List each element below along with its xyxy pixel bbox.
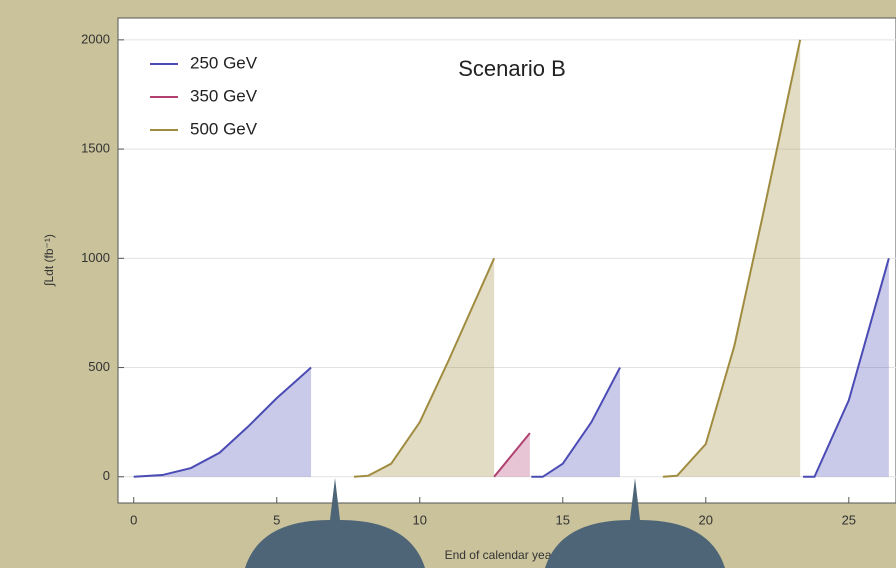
line — [353, 257, 496, 478]
line — [803, 258, 890, 478]
legend-label: 350 GeV — [190, 86, 258, 105]
line — [662, 39, 802, 478]
line — [493, 432, 531, 478]
y-tick-label: 1000 — [81, 250, 110, 265]
line — [133, 366, 312, 478]
legend-label: 500 GeV — [190, 119, 258, 138]
x-axis-label: End of calendar year — [445, 548, 556, 562]
y-tick-label: 1500 — [81, 141, 110, 156]
x-tick-label: 25 — [842, 512, 856, 527]
speech-bubble — [245, 478, 425, 568]
x-tick-label: 15 — [556, 512, 570, 527]
y-tick-label: 0 — [103, 468, 110, 483]
speech-bubble — [545, 478, 725, 568]
line — [531, 367, 621, 478]
x-tick-label: 20 — [699, 512, 713, 527]
area — [803, 258, 889, 477]
y-tick-label: 500 — [88, 359, 110, 374]
x-tick-label: 0 — [130, 512, 137, 527]
plot-area — [117, 17, 896, 504]
x-tick-label: 5 — [273, 512, 280, 527]
legend-label: 250 GeV — [190, 53, 258, 72]
x-tick-label: 10 — [413, 512, 427, 527]
chart-title: Scenario B — [458, 56, 566, 81]
y-axis-label: ∫Ldt (fb⁻¹) — [42, 234, 56, 287]
area — [133, 367, 312, 477]
area — [353, 258, 495, 477]
area — [662, 39, 801, 477]
y-tick-label: 2000 — [81, 31, 110, 46]
area — [531, 367, 620, 477]
